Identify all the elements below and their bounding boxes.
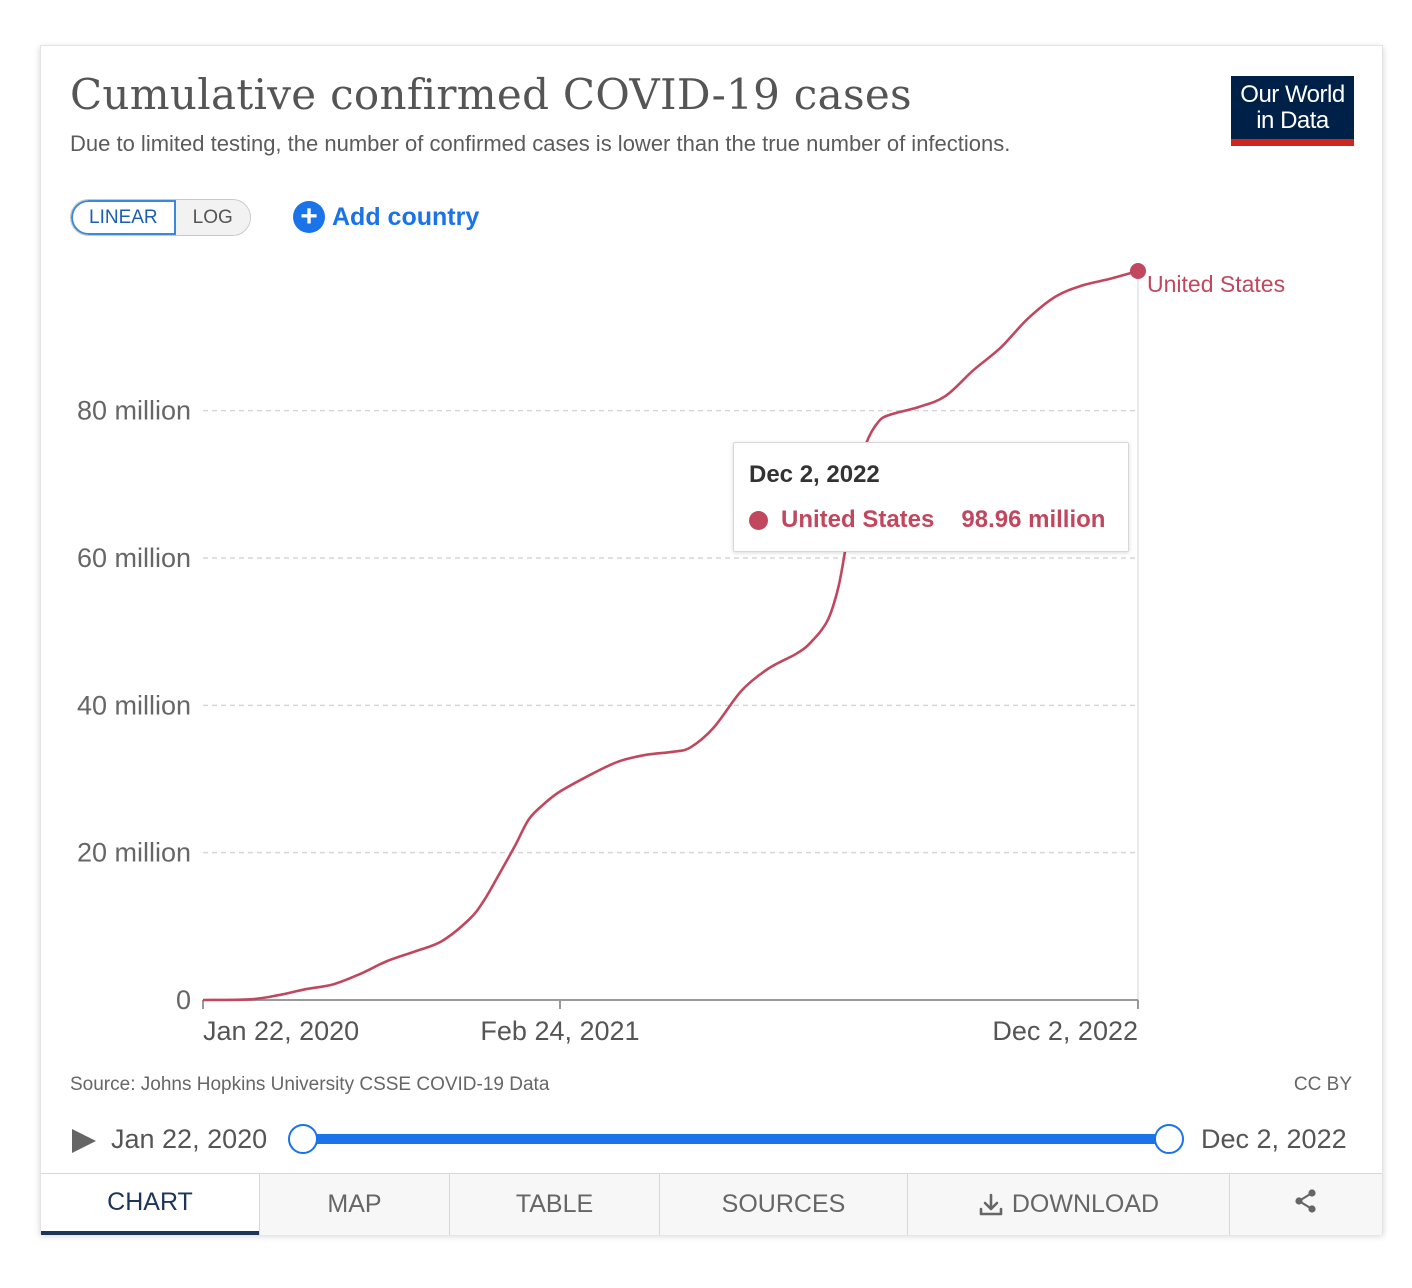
tooltip-series-name: United States [781, 506, 935, 533]
plus-circle-icon: + [293, 201, 325, 233]
tab-download-label: DOWNLOAD [1011, 1190, 1160, 1218]
chart-tooltip: Dec 2, 2022 United States 98.96 million [733, 442, 1129, 552]
timeline-end-label: Dec 2, 2022 [1201, 1124, 1347, 1154]
x-tick-label: Dec 2, 2022 [992, 1016, 1138, 1046]
tab-chart[interactable]: CHART [41, 1174, 259, 1235]
timeline: Jan 22, 2020 Dec 2, 2022 [41, 1116, 1382, 1166]
grid-lines [203, 271, 1139, 1000]
tab-chart-label: CHART [107, 1188, 193, 1216]
tooltip-series-dot [749, 510, 768, 530]
tooltip-row: United States 98.96 million [749, 506, 1105, 534]
log-scale-button[interactable]: LOG [175, 200, 250, 235]
tab-table[interactable]: TABLE [449, 1174, 659, 1235]
add-country-button[interactable]: + Add country [293, 201, 479, 233]
tab-map-label: MAP [327, 1190, 382, 1218]
page-subtitle: Due to limited testing, the number of co… [70, 131, 1011, 156]
tooltip-value: 98.96 million [961, 506, 1106, 533]
scale-toggle: LINEAR LOG [70, 199, 251, 236]
chart-card: Cumulative confirmed COVID-19 cases Due … [40, 45, 1383, 1235]
logo-line-2: in Data [1256, 107, 1329, 134]
line-chart: 0 20 million 40 million 60 million 80 millio… [77, 263, 1285, 1046]
y-tick-label: 80 million [77, 396, 191, 426]
timeline-start-handle[interactable] [288, 1124, 318, 1154]
tab-sources[interactable]: SOURCES [659, 1174, 907, 1235]
tab-map[interactable]: MAP [259, 1174, 449, 1235]
share-icon [1293, 1188, 1319, 1221]
logo-line-1: Our World [1240, 81, 1345, 108]
timeline-track[interactable] [303, 1134, 1169, 1144]
series-layer: United States [202, 263, 1285, 1002]
tab-table-label: TABLE [515, 1190, 594, 1218]
linear-scale-button[interactable]: LINEAR [71, 200, 176, 235]
series-end-label: United States [1147, 271, 1285, 297]
download-icon [978, 1192, 1004, 1218]
timeline-end-handle[interactable] [1154, 1124, 1184, 1154]
add-country-label: Add country [332, 202, 480, 231]
tab-sources-label: SOURCES [721, 1190, 846, 1218]
y-tick-label: 20 million [77, 838, 191, 868]
source-note: Source: Johns Hopkins University CSSE CO… [70, 1074, 550, 1095]
play-icon[interactable] [72, 1129, 96, 1153]
y-tick-label: 60 million [77, 543, 191, 573]
series-line-united-states [202, 269, 1139, 1002]
tab-share[interactable] [1229, 1174, 1382, 1235]
axes: 0 20 million 40 million 60 million 80 millio… [77, 396, 1139, 1046]
y-tick-label: 0 [176, 985, 191, 1015]
x-tick-label: Feb 24, 2021 [480, 1016, 639, 1046]
tab-download[interactable]: DOWNLOAD [907, 1174, 1229, 1235]
series-end-point [1130, 263, 1146, 279]
page-title: Cumulative confirmed COVID-19 cases [70, 70, 912, 119]
x-tick-label: Jan 22, 2020 [203, 1016, 359, 1046]
y-tick-label: 40 million [77, 690, 191, 720]
timeline-start-label: Jan 22, 2020 [111, 1124, 268, 1154]
owid-logo[interactable]: Our World in Data [1231, 76, 1354, 146]
tooltip-date: Dec 2, 2022 [749, 461, 880, 488]
bottom-tabs: CHART MAP TABLE SOURCES DOWNLOAD [41, 1173, 1382, 1235]
license-link[interactable]: CC BY [1293, 1074, 1352, 1095]
